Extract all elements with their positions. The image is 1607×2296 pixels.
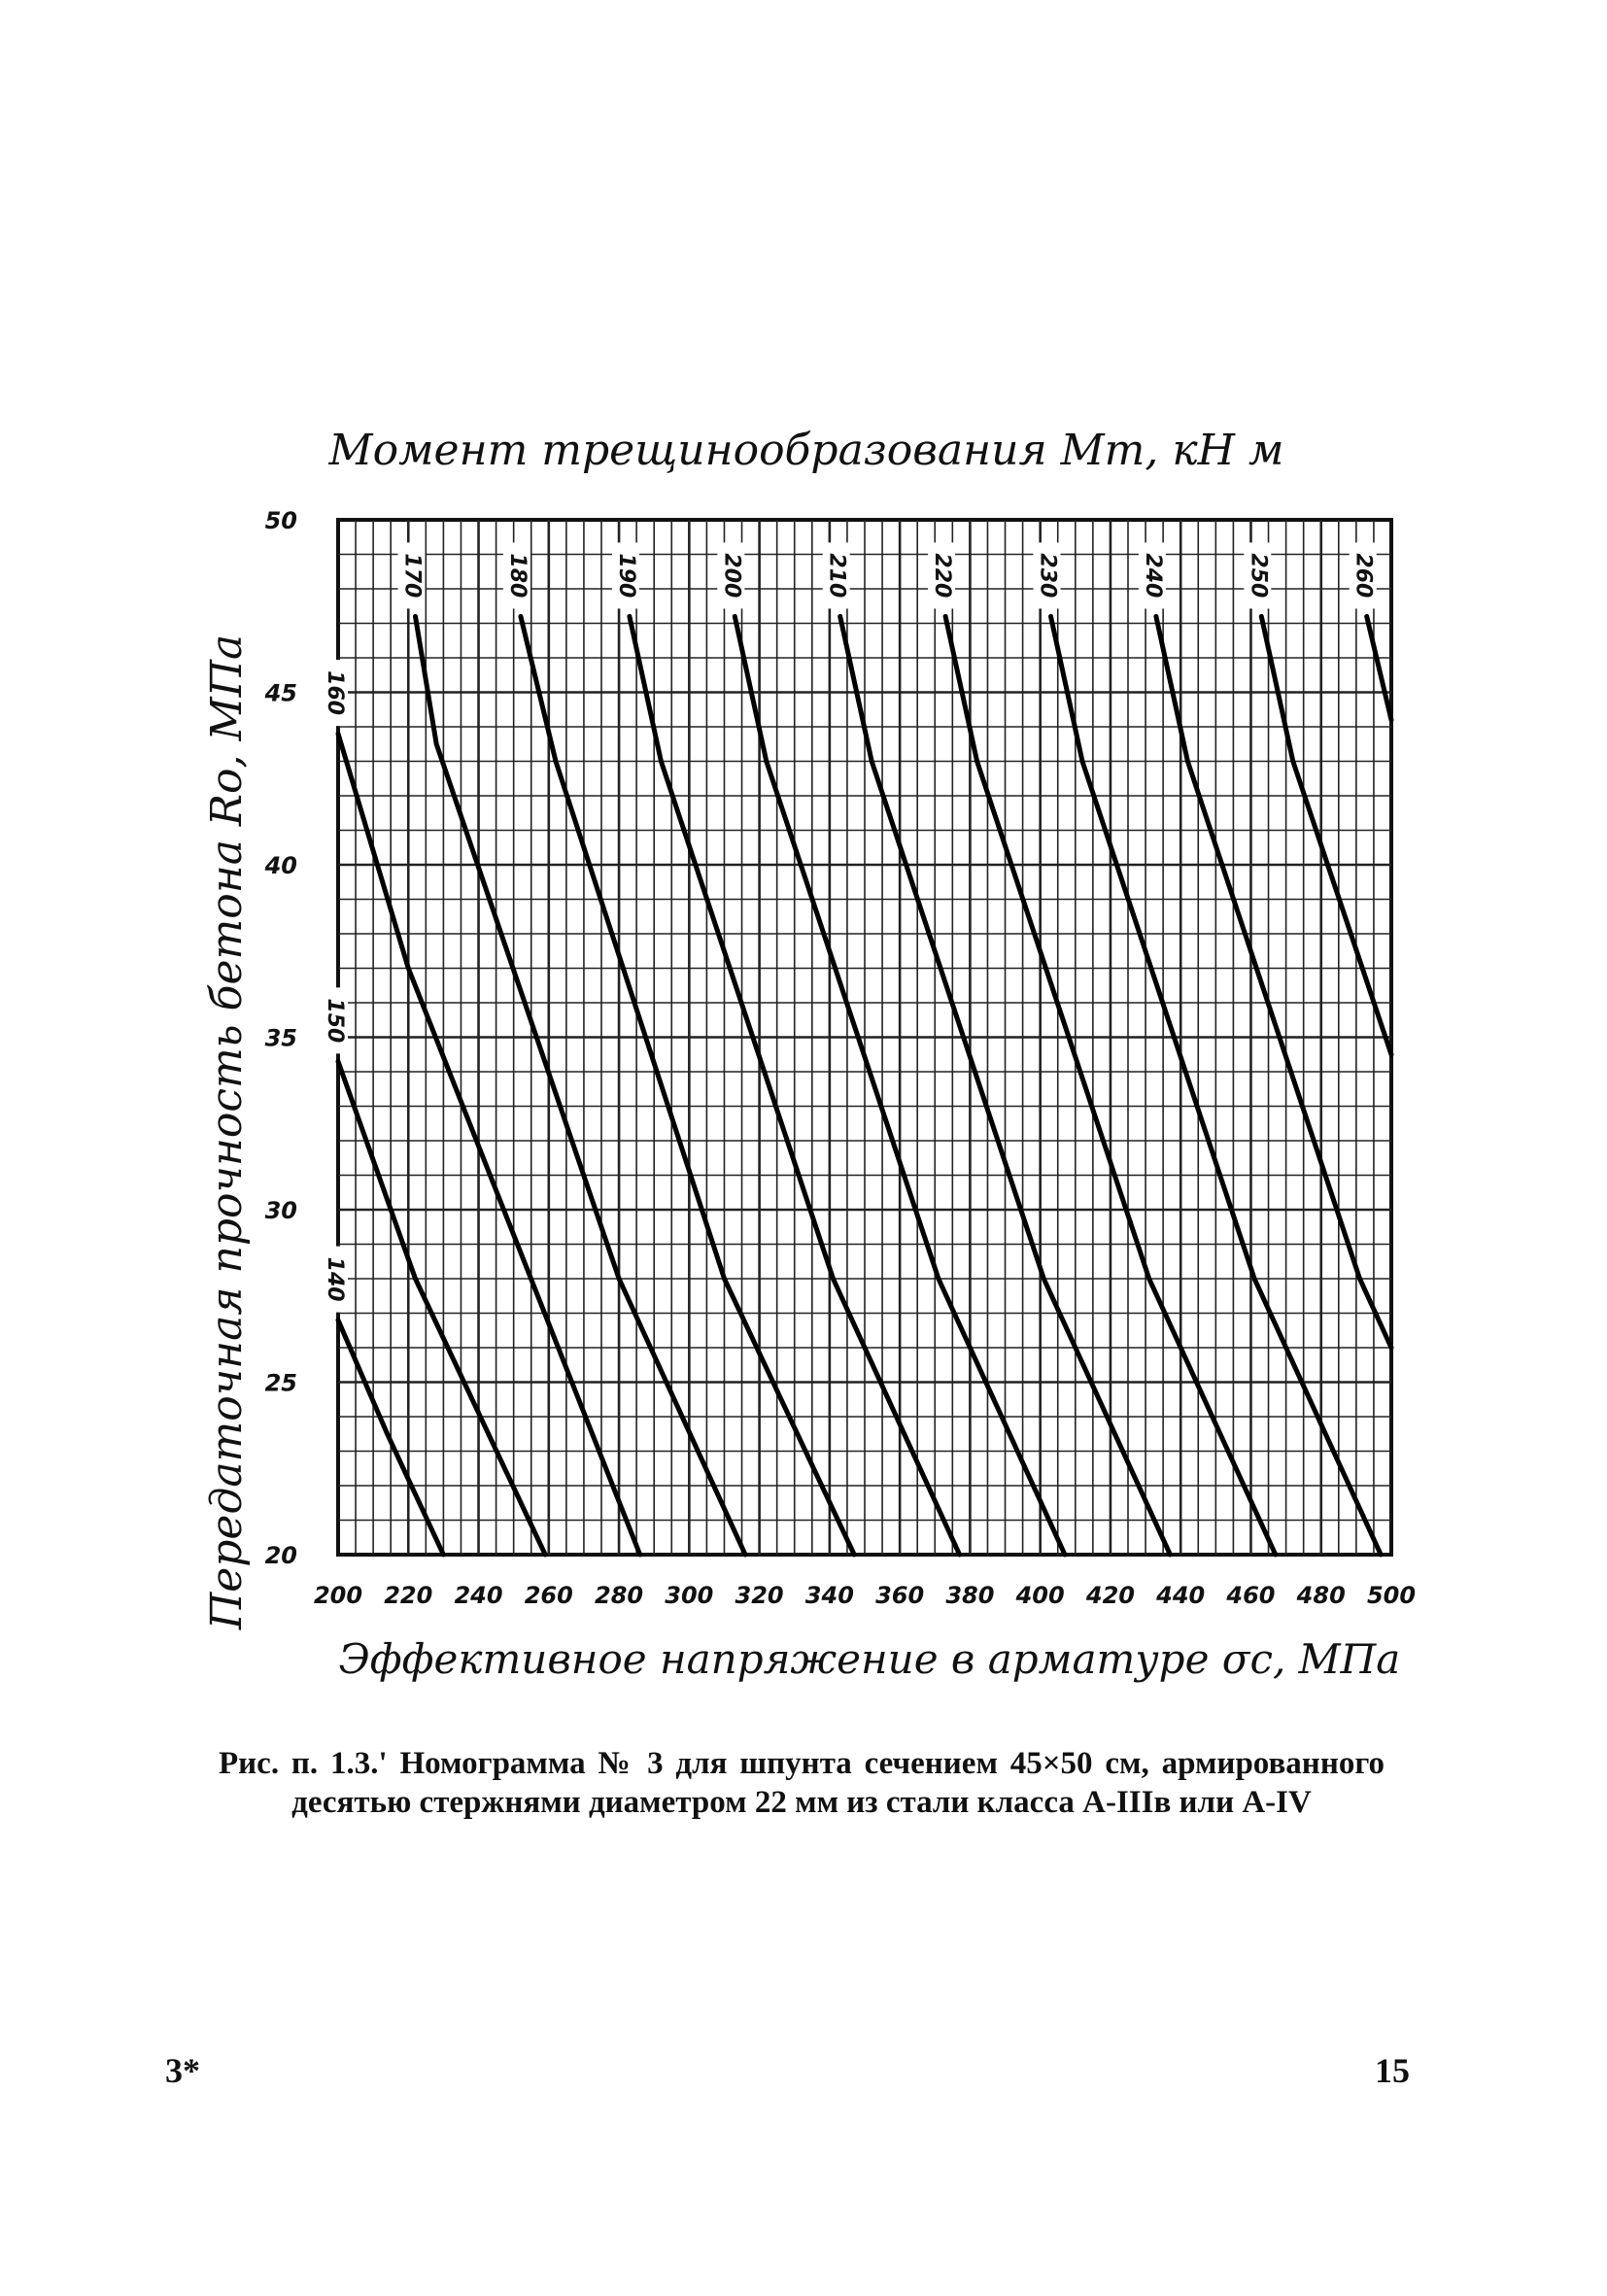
series-label-200: 200: [719, 553, 743, 598]
y-axis-label: Передаточная прочность бетона Ro, МПа: [202, 634, 252, 1630]
x-tick-label: 400: [1015, 1582, 1065, 1609]
series-line-260: [1364, 613, 1394, 723]
series-label-150: 150: [323, 998, 347, 1043]
y-tick-label: 40: [264, 852, 297, 879]
series-line-150: [335, 1058, 548, 1558]
series-label-bg: [611, 542, 639, 609]
x-tick-label: 380: [945, 1582, 994, 1609]
x-tick-label: 240: [454, 1582, 502, 1609]
series-label-220: 220: [930, 553, 954, 598]
series-label-bg: [321, 987, 348, 1054]
series-label-bg: [1033, 542, 1061, 609]
x-tick-label: 360: [875, 1582, 924, 1609]
series-label-bg: [502, 542, 530, 609]
series-label-170: 170: [399, 553, 424, 598]
series-line-190: [627, 613, 963, 1558]
series-label-bg: [928, 542, 956, 609]
x-tick-label: 260: [525, 1582, 573, 1609]
series-line-170: [413, 613, 748, 1558]
series-line-250: [1258, 613, 1394, 1057]
series-line-220: [942, 613, 1279, 1558]
series-label-bg: [1244, 542, 1272, 609]
series-line-180: [518, 613, 857, 1558]
y-tick-label: 25: [265, 1370, 297, 1397]
series-line-210: [838, 613, 1173, 1558]
figure-caption: Рис. п. 1.3.' Номограмма № 3 для шпунта …: [219, 1746, 1385, 1820]
x-tick-label: 300: [665, 1582, 713, 1609]
series-line-230: [1048, 613, 1384, 1558]
y-tick-label: 30: [265, 1197, 297, 1224]
x-tick-label: 440: [1155, 1582, 1205, 1609]
y-tick-label: 20: [265, 1542, 297, 1569]
series-line-200: [732, 613, 1068, 1558]
series-label-260: 260: [1351, 553, 1376, 598]
x-tick-label: 500: [1367, 1582, 1416, 1609]
series-label-bg: [717, 542, 745, 609]
series-label-bg: [1349, 542, 1377, 609]
chart-title: Момент трещинообразования Mт, кН м: [328, 426, 1284, 475]
page-number: 15: [1375, 2051, 1410, 2090]
series-label-190: 190: [614, 553, 638, 598]
series-label-240: 240: [1141, 553, 1165, 598]
y-tick-label: 50: [265, 507, 297, 534]
series-label-250: 250: [1246, 553, 1270, 598]
series-label-180: 180: [505, 553, 530, 598]
series-line-160: [335, 731, 643, 1558]
series-label-210: 210: [825, 553, 849, 598]
x-tick-label: 320: [735, 1582, 784, 1609]
series-label-230: 230: [1036, 553, 1060, 598]
series-label-bg: [397, 542, 426, 609]
x-tick-label: 460: [1225, 1582, 1275, 1609]
y-tick-label: 45: [264, 680, 297, 707]
series-line-240: [1153, 613, 1394, 1351]
tick-labels: 200 220 240 260 280 300 320 340 360 380 400 420 440 4…: [264, 507, 1416, 1609]
x-tick-label: 220: [384, 1582, 432, 1609]
x-tick-label: 340: [805, 1582, 854, 1609]
series-label-160: 160: [323, 670, 347, 715]
series-label-bg: [321, 1246, 348, 1313]
series-label-bg: [321, 660, 348, 727]
series-labels: 140 150 160 170 180 190 200 210 220 230 240 250 260: [321, 542, 1377, 1313]
series-lines: [335, 613, 1394, 1558]
y-tick-label: 35: [265, 1025, 297, 1052]
x-tick-label: 280: [595, 1582, 643, 1609]
x-tick-label: 480: [1296, 1582, 1346, 1609]
grid: [336, 518, 1393, 1557]
x-axis-label: Эффективное напряжение в арматуре σс, МП…: [339, 1635, 1401, 1683]
x-tick-label: 420: [1085, 1582, 1135, 1609]
series-label-bg: [822, 542, 850, 609]
series-label-bg: [1138, 542, 1166, 609]
series-label-140: 140: [323, 1257, 347, 1302]
page-signature-mark: 3*: [165, 2051, 200, 2090]
x-tick-label: 200: [314, 1582, 362, 1609]
series-line-140: [335, 1318, 446, 1558]
